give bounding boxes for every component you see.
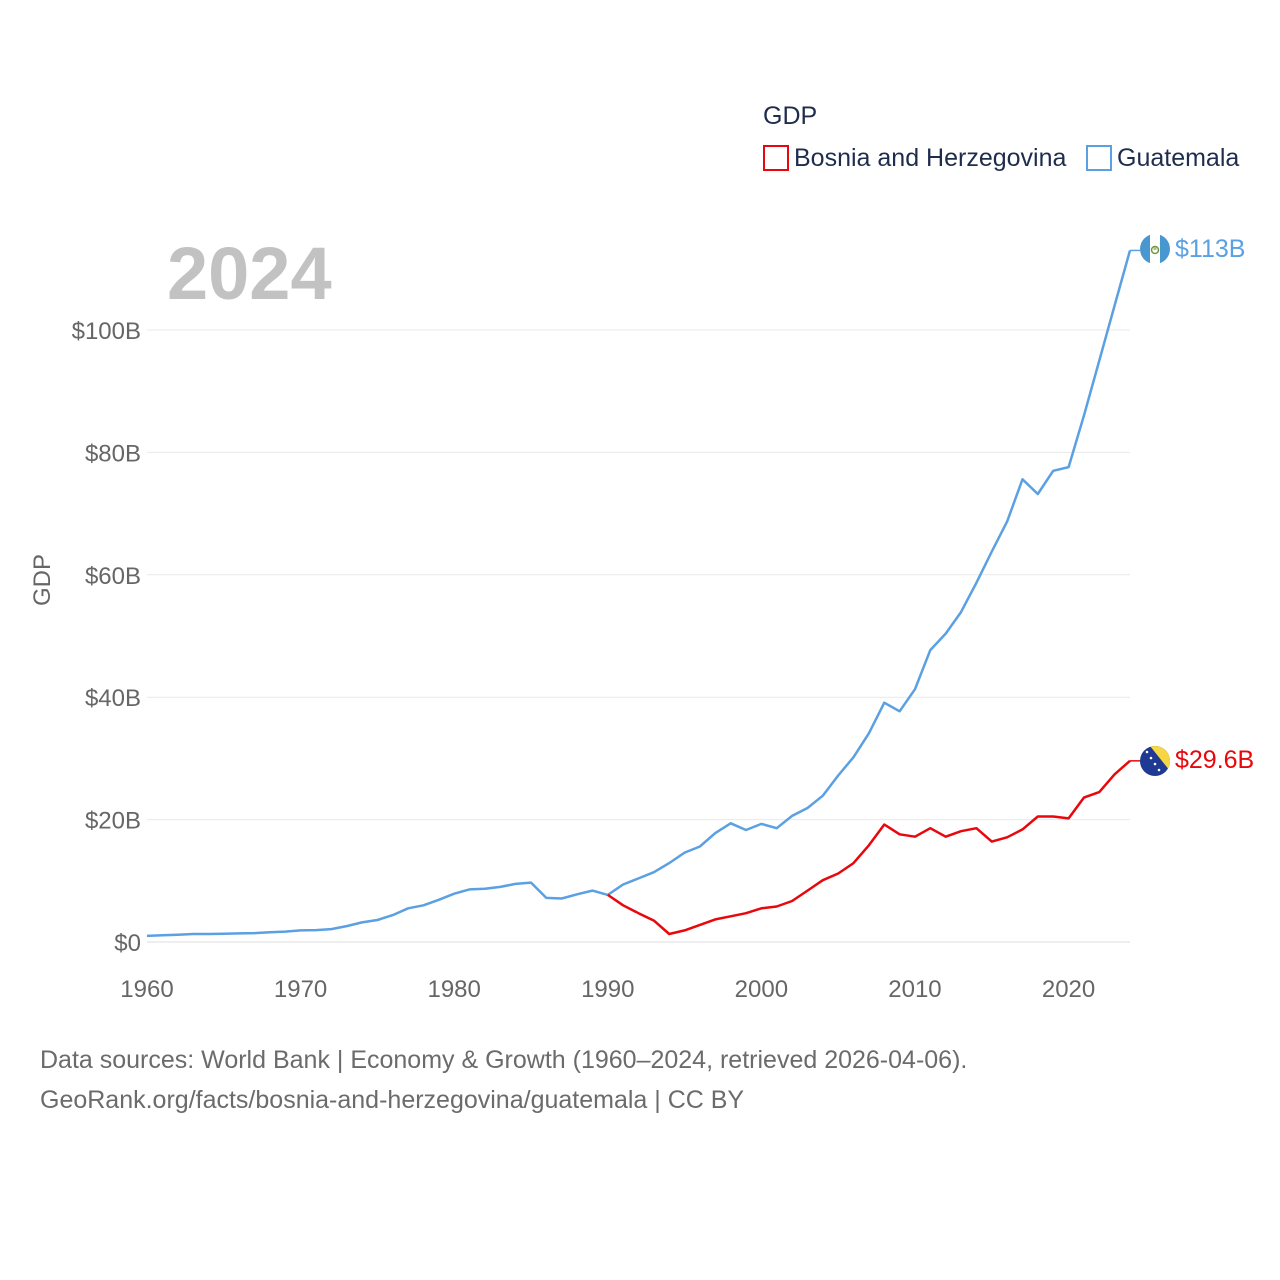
- legend-label-guatemala[interactable]: Guatemala: [1117, 144, 1239, 172]
- year-label: 2024: [167, 232, 332, 315]
- series-line-bosnia-and-herzegovina[interactable]: [607, 759, 1131, 936]
- x-tick-label: 1990: [581, 976, 634, 1003]
- y-tick-label: $100B: [72, 318, 141, 345]
- x-tick-label: 2020: [1042, 976, 1095, 1003]
- x-tick-label: 1970: [274, 976, 327, 1003]
- series-lines: [146, 249, 1140, 938]
- legend: GDP Bosnia and Herzegovina Guatemala: [763, 102, 1239, 172]
- footer-link[interactable]: GeoRank.org/facts/bosnia-and-herzegovina…: [40, 1086, 745, 1114]
- bosnia-end-value: $29.6B: [1175, 746, 1254, 774]
- legend-swatch-bosnia[interactable]: [763, 145, 789, 171]
- y-tick-label: $20B: [85, 808, 141, 835]
- gdp-line-chart: $0 $20B $40B $60B $80B $100B 1960 1970 1980 1990…: [29, 102, 1254, 1003]
- x-tick-label: 2000: [735, 976, 788, 1003]
- gridlines: [147, 329, 1130, 943]
- guatemala-flag-icon: [1140, 234, 1170, 264]
- y-tick-label: $80B: [85, 440, 141, 467]
- guatemala-end-value: $113B: [1175, 235, 1245, 263]
- y-axis-ticks: $0 $20B $40B $60B $80B $100B: [72, 318, 141, 957]
- x-axis-ticks: 1960 1970 1980 1990 2000 2010 2020: [120, 976, 1095, 1003]
- x-tick-label: 2010: [888, 976, 941, 1003]
- legend-label-bosnia[interactable]: Bosnia and Herzegovina: [794, 144, 1066, 172]
- y-axis-title: GDP: [29, 554, 56, 606]
- legend-swatch-guatemala[interactable]: [1086, 145, 1112, 171]
- y-tick-label: $40B: [85, 685, 141, 712]
- x-tick-label: 1980: [427, 976, 480, 1003]
- footer-sources: Data sources: World Bank | Economy & Gro…: [40, 1046, 968, 1074]
- x-tick-label: 1960: [120, 976, 173, 1003]
- y-tick-label: $60B: [85, 563, 141, 590]
- series-line-guatemala[interactable]: [146, 250, 1132, 938]
- legend-title: GDP: [763, 102, 817, 130]
- bosnia-flag-icon: [1140, 746, 1170, 776]
- y-tick-label: $0: [114, 930, 141, 957]
